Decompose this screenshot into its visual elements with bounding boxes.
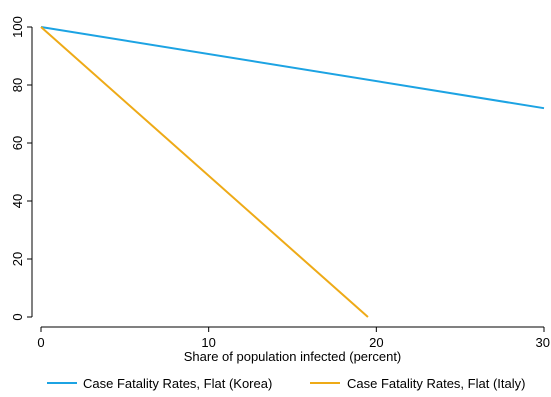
- legend-label-0: Case Fatality Rates, Flat (Korea): [83, 376, 272, 391]
- x-tick-label: 20: [369, 335, 383, 350]
- x-axis-title: Share of population infected (percent): [184, 349, 402, 364]
- legend: Case Fatality Rates, Flat (Korea) Case Fa…: [47, 376, 525, 391]
- axes: 0 20 40 60 80 100 0 10 20 30: [10, 16, 550, 350]
- y-tick-label: 100: [10, 16, 25, 38]
- x-tick-label: 10: [201, 335, 215, 350]
- x-tick-label: 30: [536, 335, 550, 350]
- y-tick-label: 20: [10, 252, 25, 266]
- x-tick-label: 0: [37, 335, 44, 350]
- y-tick-label: 60: [10, 136, 25, 150]
- y-tick-label: 80: [10, 78, 25, 92]
- y-tick-label: 0: [10, 313, 25, 320]
- series-line-0: [40, 26, 545, 110]
- plot-area: [40, 26, 545, 318]
- series-line-1: [40, 26, 369, 318]
- legend-label-1: Case Fatality Rates, Flat (Italy): [347, 376, 525, 391]
- y-tick-label: 40: [10, 194, 25, 208]
